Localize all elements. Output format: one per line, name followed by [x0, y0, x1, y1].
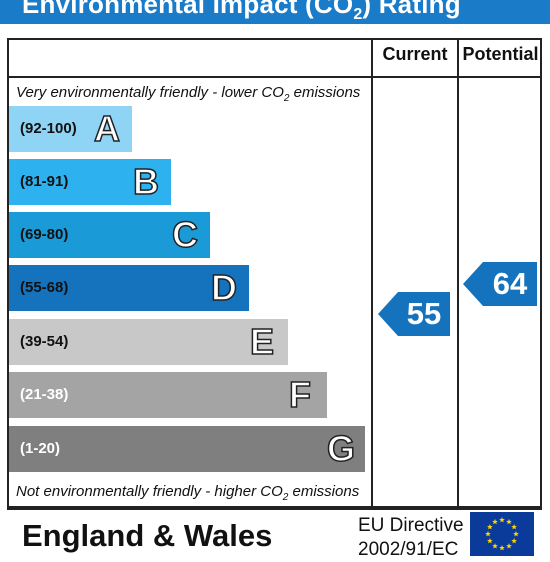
footer-divider [7, 508, 542, 510]
star-icon [485, 531, 491, 537]
directive-line-2: 2002/91/EC [358, 539, 459, 560]
current-rating-arrow: 55 [378, 292, 450, 336]
title-banner: Environmental Impact (CO2) Rating [0, 0, 550, 24]
band-c: (69-80) C [9, 212, 210, 258]
potential-arrow-tip [463, 262, 483, 306]
current-rating-value: 55 [398, 292, 450, 336]
star-icon [499, 517, 505, 523]
band-range: (1-20) [20, 440, 61, 457]
band-letter: G [326, 427, 356, 470]
band-letter: F [288, 373, 312, 416]
region-label: England & Wales [22, 518, 273, 553]
band-range: (55-68) [20, 279, 69, 296]
directive-line-1: EU Directive [358, 515, 464, 536]
band-e: (39-54) E [9, 319, 288, 365]
current-arrow-tip [378, 292, 398, 336]
star-icon [506, 543, 512, 549]
band-letter: D [210, 266, 238, 309]
band-range: (69-80) [20, 226, 69, 243]
eu-directive: EU Directive 2002/91/EC [358, 514, 464, 562]
column-divider-current [371, 38, 373, 508]
eu-stars [485, 517, 519, 551]
bottom-note: Not environmentally friendly - higher CO… [16, 483, 360, 503]
band-f: (21-38) F [9, 372, 327, 418]
current-column-header: Current [382, 44, 448, 64]
star-icon [492, 543, 498, 549]
header-divider [7, 76, 542, 78]
star-icon [513, 531, 519, 537]
star-icon [511, 524, 517, 530]
star-icon [487, 538, 493, 544]
column-divider-potential [457, 38, 459, 508]
potential-rating-value: 64 [483, 262, 537, 306]
rating-table [7, 38, 542, 508]
band-range: (81-91) [20, 173, 69, 190]
band-letter: A [93, 107, 121, 150]
star-icon [487, 524, 493, 530]
band-letter: E [249, 320, 275, 363]
top-note: Very environmentally friendly - lower CO… [16, 84, 361, 104]
band-g: (1-20) G [9, 426, 365, 472]
band-b: (81-91) B [9, 159, 171, 205]
star-icon [499, 545, 505, 551]
star-icon [511, 538, 517, 544]
page-title: Environmental Impact (CO2) Rating [22, 0, 461, 24]
band-d: (55-68) D [9, 265, 249, 311]
band-a: (92-100) A [9, 106, 132, 152]
star-icon [492, 518, 498, 525]
band-range: (39-54) [20, 333, 69, 350]
band-letter: C [171, 213, 199, 256]
potential-column-header: Potential [462, 44, 539, 64]
band-range: (92-100) [20, 120, 77, 137]
band-range: (21-38) [20, 386, 69, 403]
eu-flag-icon [470, 512, 534, 556]
star-icon [506, 518, 512, 525]
band-letter: B [132, 160, 160, 203]
potential-rating-arrow: 64 [463, 262, 537, 306]
